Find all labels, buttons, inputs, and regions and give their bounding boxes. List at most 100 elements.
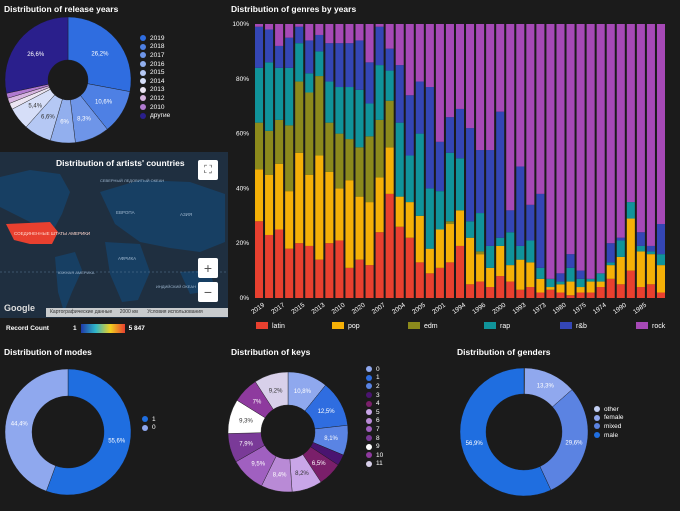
bar-pop-2006[interactable] bbox=[395, 196, 404, 227]
bar-r&b-2013[interactable] bbox=[315, 34, 324, 52]
genre-legend-label[interactable]: pop bbox=[348, 323, 360, 330]
bar-r&b-1998[interactable] bbox=[476, 150, 485, 214]
bar-r&b-2012[interactable] bbox=[325, 43, 334, 82]
bar-rock-1989[interactable] bbox=[636, 24, 645, 233]
bar-pop-2013[interactable] bbox=[315, 155, 324, 260]
bar-rap-2011[interactable] bbox=[335, 87, 344, 134]
bar-r&b-2011[interactable] bbox=[335, 43, 344, 88]
bar-rap-2014[interactable] bbox=[305, 73, 314, 93]
modes-slice-1[interactable] bbox=[46, 368, 132, 496]
bar-rock-2013[interactable] bbox=[315, 24, 324, 35]
bar-pop-1975[interactable] bbox=[586, 281, 595, 293]
bar-pop-2000[interactable] bbox=[506, 265, 515, 282]
bar-pop-1997[interactable] bbox=[496, 245, 505, 277]
genders-legend-item[interactable]: mixed bbox=[594, 422, 624, 431]
bar-r&b-1992[interactable] bbox=[536, 193, 545, 268]
bar-rap-2003[interactable] bbox=[415, 133, 424, 216]
bar-rock-2015[interactable] bbox=[295, 24, 304, 27]
bar-rock-2008[interactable] bbox=[375, 24, 384, 27]
bar-pop-2014[interactable] bbox=[305, 174, 314, 246]
bar-r&b-2016[interactable] bbox=[285, 37, 294, 68]
bar-r&b-2020[interactable] bbox=[365, 62, 374, 104]
keys-legend-item[interactable]: 5 bbox=[366, 408, 383, 417]
bar-pop-1991[interactable] bbox=[616, 256, 625, 285]
bar-r&b-1977[interactable] bbox=[576, 270, 585, 279]
bar-latin-1998[interactable] bbox=[476, 281, 485, 298]
bar-rock-1996[interactable] bbox=[486, 24, 495, 151]
bar-rap-1986[interactable] bbox=[656, 254, 665, 266]
bar-rock-2001[interactable] bbox=[445, 24, 454, 118]
bar-edm-2017[interactable] bbox=[275, 119, 284, 164]
genres-stacked-chart[interactable]: 0% 20% 40% 60% 80% 100% 2019 2017 2015 2013 2010 20… bbox=[228, 16, 680, 336]
modes-slice-0[interactable] bbox=[4, 368, 69, 492]
bar-r&b-2006[interactable] bbox=[395, 65, 404, 123]
bar-pop-1974[interactable] bbox=[606, 265, 615, 279]
genders-legend-item[interactable]: female bbox=[594, 414, 624, 423]
bar-latin-2005[interactable] bbox=[425, 273, 434, 298]
bar-r&b-1986[interactable] bbox=[656, 224, 665, 255]
bar-r&b-2008[interactable] bbox=[375, 26, 384, 66]
bar-rock-2007[interactable] bbox=[385, 24, 394, 49]
bar-latin-1972[interactable] bbox=[596, 287, 605, 298]
keys-legend-item[interactable]: 6 bbox=[366, 417, 383, 426]
bar-pop-2004[interactable] bbox=[405, 202, 414, 238]
bar-pop-1996[interactable] bbox=[486, 267, 495, 288]
bar-pop-2019[interactable] bbox=[255, 169, 264, 222]
bar-pop-1998[interactable] bbox=[476, 254, 485, 282]
keys-legend-item[interactable]: 2 bbox=[366, 382, 383, 391]
bar-rock-2020[interactable] bbox=[365, 24, 374, 63]
release_years-legend-item[interactable]: 2017 bbox=[140, 51, 170, 60]
bar-pop-2008[interactable] bbox=[375, 177, 384, 233]
bar-rock-1990[interactable] bbox=[626, 24, 635, 203]
release-years-donut[interactable]: 26,2% 10,6% 8,3% 6% 6,6% 5,4% 26,6% bbox=[0, 16, 140, 151]
bar-latin-1994[interactable] bbox=[466, 284, 475, 298]
release_years-slice-2019[interactable] bbox=[67, 16, 132, 92]
bar-rap-1993[interactable] bbox=[526, 240, 535, 263]
bar-edm-2001[interactable] bbox=[445, 221, 454, 225]
modes-donut[interactable]: 55,6% 44,4% bbox=[0, 359, 150, 509]
bar-rap-2019[interactable] bbox=[255, 67, 264, 123]
bar-rap-2015[interactable] bbox=[295, 43, 304, 82]
bar-latin-2003[interactable] bbox=[415, 262, 424, 298]
bar-latin-2006[interactable] bbox=[395, 226, 404, 298]
bar-rap-1987[interactable] bbox=[556, 281, 565, 285]
bar-latin-2011[interactable] bbox=[335, 240, 344, 298]
keys-legend-item[interactable]: 0 bbox=[366, 365, 383, 374]
bar-rock-2019[interactable] bbox=[255, 24, 264, 27]
bar-edm-2008[interactable] bbox=[375, 119, 384, 178]
release_years-legend-item[interactable]: 2010 bbox=[140, 103, 170, 112]
bar-r&b-2018[interactable] bbox=[265, 29, 274, 63]
bar-edm-2011[interactable] bbox=[335, 133, 344, 189]
keys-legend-item[interactable]: 7 bbox=[366, 425, 383, 434]
bar-pop-1990[interactable] bbox=[626, 218, 635, 271]
zoom-out-button[interactable]: − bbox=[198, 282, 218, 302]
fullscreen-button[interactable]: ⛶ bbox=[198, 160, 218, 180]
bar-edm-2013[interactable] bbox=[315, 76, 324, 156]
bar-latin-1991[interactable] bbox=[616, 284, 625, 298]
bar-rock-2010[interactable] bbox=[345, 24, 354, 44]
bar-r&b-1994[interactable] bbox=[466, 128, 475, 222]
keys-legend-item[interactable]: 10 bbox=[366, 451, 383, 460]
bar-latin-1987[interactable] bbox=[556, 292, 565, 298]
bar-rock-1999[interactable] bbox=[455, 24, 465, 109]
bar-rap-2004[interactable] bbox=[405, 155, 414, 203]
map-terms-link[interactable]: Условия использования bbox=[147, 309, 203, 315]
bar-latin-2018[interactable] bbox=[265, 234, 274, 298]
bar-rock-2018[interactable] bbox=[265, 24, 274, 30]
bar-r&b-2004[interactable] bbox=[405, 95, 414, 156]
bar-rap-1991[interactable] bbox=[616, 240, 625, 257]
genre-legend-label[interactable]: rap bbox=[500, 323, 510, 330]
bar-r&b-2000[interactable] bbox=[506, 210, 515, 233]
bar-pop-2016[interactable] bbox=[285, 191, 294, 249]
bar-latin-1985[interactable] bbox=[646, 284, 655, 298]
bar-latin-1974[interactable] bbox=[606, 278, 615, 298]
bar-rock-2017[interactable] bbox=[275, 24, 284, 46]
bar-pop-1992[interactable] bbox=[536, 278, 545, 293]
bar-pop-1993[interactable] bbox=[526, 262, 535, 288]
bar-rap-1980[interactable] bbox=[566, 267, 575, 282]
bar-rap-1994[interactable] bbox=[466, 221, 475, 238]
bar-r&b-2014[interactable] bbox=[305, 40, 314, 74]
bar-edm-2010[interactable] bbox=[345, 139, 354, 181]
bar-pop-1995[interactable] bbox=[516, 259, 525, 290]
bar-edm-2009[interactable] bbox=[355, 147, 364, 197]
